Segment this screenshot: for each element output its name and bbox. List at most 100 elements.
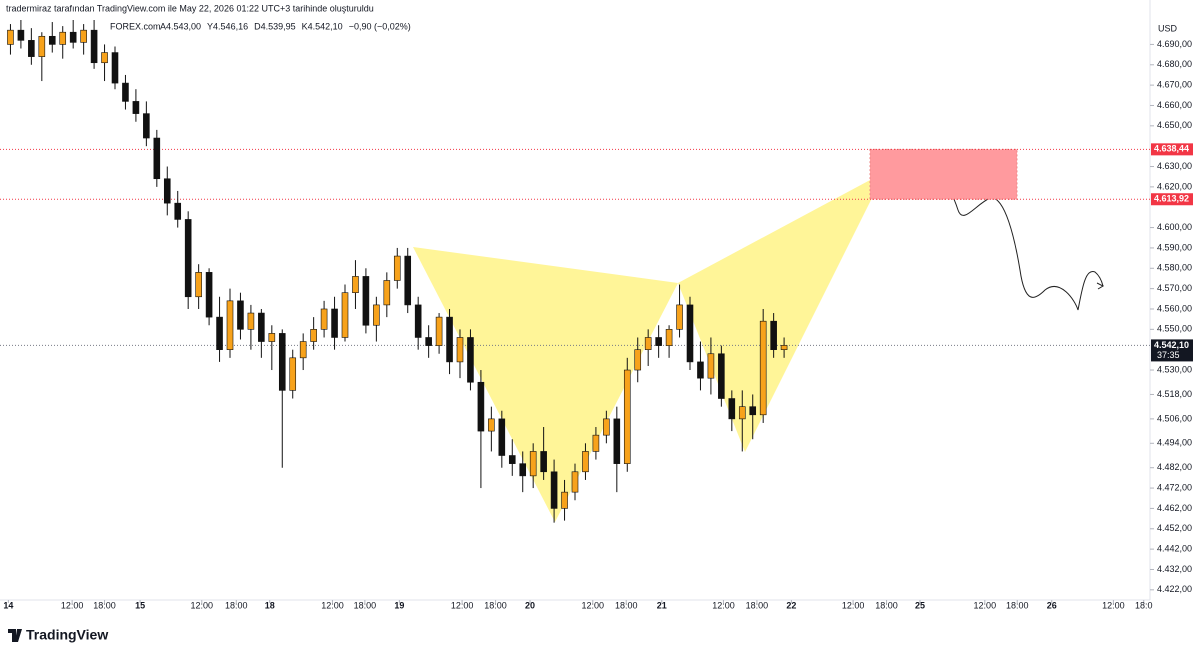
x-tick-label: 12:00 bbox=[451, 600, 474, 610]
candle-body bbox=[331, 308, 338, 338]
legend-value: −0,90 (−0,02%) bbox=[349, 21, 411, 31]
candle-body bbox=[676, 304, 683, 330]
y-tick-label: 4.620,00 bbox=[1157, 181, 1192, 191]
legend-value: K4.542,10 bbox=[302, 21, 343, 31]
candle-body bbox=[749, 406, 757, 416]
candle-body bbox=[393, 255, 401, 281]
candle-body bbox=[728, 398, 736, 420]
candle-body bbox=[101, 52, 108, 64]
candle-body bbox=[373, 304, 380, 326]
candle-body bbox=[446, 316, 453, 363]
candle-body bbox=[550, 471, 558, 509]
candle-body bbox=[561, 491, 568, 509]
x-tick-label: 18:00 bbox=[225, 600, 248, 610]
y-tick-label: 4.550,00 bbox=[1157, 324, 1192, 334]
countdown: 37:35 bbox=[1157, 350, 1180, 360]
candle-body bbox=[665, 329, 673, 346]
y-tick-label: 4.442,00 bbox=[1157, 543, 1192, 553]
candle-body bbox=[571, 471, 579, 493]
candle-body bbox=[770, 320, 777, 350]
candle-body bbox=[59, 31, 67, 45]
x-tick-label: 18:00 bbox=[484, 600, 507, 610]
candle-body bbox=[634, 349, 642, 371]
candle-body bbox=[17, 29, 25, 41]
x-tick-label: 12:00 bbox=[191, 600, 214, 610]
x-tick-label: 12:00 bbox=[974, 600, 997, 610]
supply-zone bbox=[869, 148, 1018, 200]
candle-body bbox=[759, 320, 767, 416]
x-tick-label: 12:00 bbox=[1102, 600, 1125, 610]
brand: TradingView bbox=[26, 627, 108, 643]
y-tick-label: 4.650,00 bbox=[1157, 120, 1192, 130]
candle-body bbox=[80, 29, 87, 43]
y-tick-label: 4.506,00 bbox=[1157, 413, 1192, 423]
candle-body bbox=[90, 29, 98, 64]
candle-body bbox=[686, 304, 694, 363]
y-tick-label: 4.432,00 bbox=[1157, 564, 1192, 574]
candle-body bbox=[352, 276, 359, 294]
candle-body bbox=[508, 455, 516, 464]
candle-body bbox=[603, 418, 610, 436]
arrow-head bbox=[1096, 282, 1105, 290]
candle-body bbox=[163, 178, 171, 204]
candle-body bbox=[122, 82, 129, 102]
candle-body bbox=[205, 272, 213, 318]
candle-body bbox=[498, 418, 506, 456]
pattern-triangle bbox=[413, 247, 678, 522]
y-tick-label: 4.518,00 bbox=[1157, 389, 1192, 399]
candle-body bbox=[623, 369, 631, 464]
last-price-bg bbox=[1151, 339, 1193, 362]
candle-body bbox=[592, 434, 600, 452]
candle-body bbox=[143, 113, 150, 139]
x-tick-label: 18:00 bbox=[875, 600, 898, 610]
candles bbox=[7, 20, 788, 523]
candle-body bbox=[425, 337, 432, 346]
candle-body bbox=[278, 333, 286, 391]
drawings bbox=[413, 172, 1105, 522]
candle-body bbox=[184, 219, 192, 298]
legend-value: D4.539,95 bbox=[254, 21, 296, 31]
candle-body bbox=[28, 40, 35, 57]
candle-body bbox=[216, 316, 223, 350]
candle-body bbox=[153, 137, 161, 180]
candle-body bbox=[226, 300, 234, 350]
y-tick-label: 4.630,00 bbox=[1157, 161, 1192, 171]
x-tick-label: 18:0 bbox=[1135, 600, 1153, 610]
candle-body bbox=[738, 406, 746, 420]
candle-body bbox=[540, 451, 547, 473]
y-tick-label: 4.680,00 bbox=[1157, 59, 1192, 69]
candle-body bbox=[247, 312, 255, 330]
forecast-path bbox=[915, 174, 1104, 311]
candle-body bbox=[195, 272, 202, 298]
x-tick-label: 14 bbox=[3, 600, 13, 610]
x-tick-label: 26 bbox=[1047, 600, 1057, 610]
x-tick-label: 12:00 bbox=[712, 600, 735, 610]
y-tick-label: 4.570,00 bbox=[1157, 283, 1192, 293]
x-tick-label: 18:00 bbox=[1006, 600, 1029, 610]
x-tick-label: 18 bbox=[265, 600, 275, 610]
x-tick-label: 22 bbox=[786, 600, 796, 610]
candle-body bbox=[111, 52, 119, 84]
x-tick-label: 21 bbox=[657, 600, 667, 610]
candle-body bbox=[477, 381, 485, 432]
x-tick-label: 15 bbox=[135, 600, 145, 610]
legend-value: Y4.546,16 bbox=[207, 21, 248, 31]
x-tick-label: 18:00 bbox=[746, 600, 769, 610]
candle-body bbox=[529, 451, 537, 477]
candle-body bbox=[320, 308, 328, 330]
candle-body bbox=[718, 353, 725, 399]
y-tick-label: 4.472,00 bbox=[1157, 482, 1192, 492]
y-tick-label: 4.462,00 bbox=[1157, 503, 1192, 513]
candle-body bbox=[48, 35, 56, 45]
candle-body bbox=[644, 337, 652, 350]
y-tick-label: 4.580,00 bbox=[1157, 263, 1192, 273]
x-tick-label: 18:00 bbox=[615, 600, 638, 610]
last-price-label: 4.542,10 bbox=[1154, 340, 1189, 350]
y-tick-label: 4.600,00 bbox=[1157, 222, 1192, 232]
candle-body bbox=[258, 312, 265, 342]
x-tick-label: 12:00 bbox=[61, 600, 84, 610]
candle-body bbox=[707, 353, 715, 379]
y-tick-label: 4.660,00 bbox=[1157, 100, 1192, 110]
